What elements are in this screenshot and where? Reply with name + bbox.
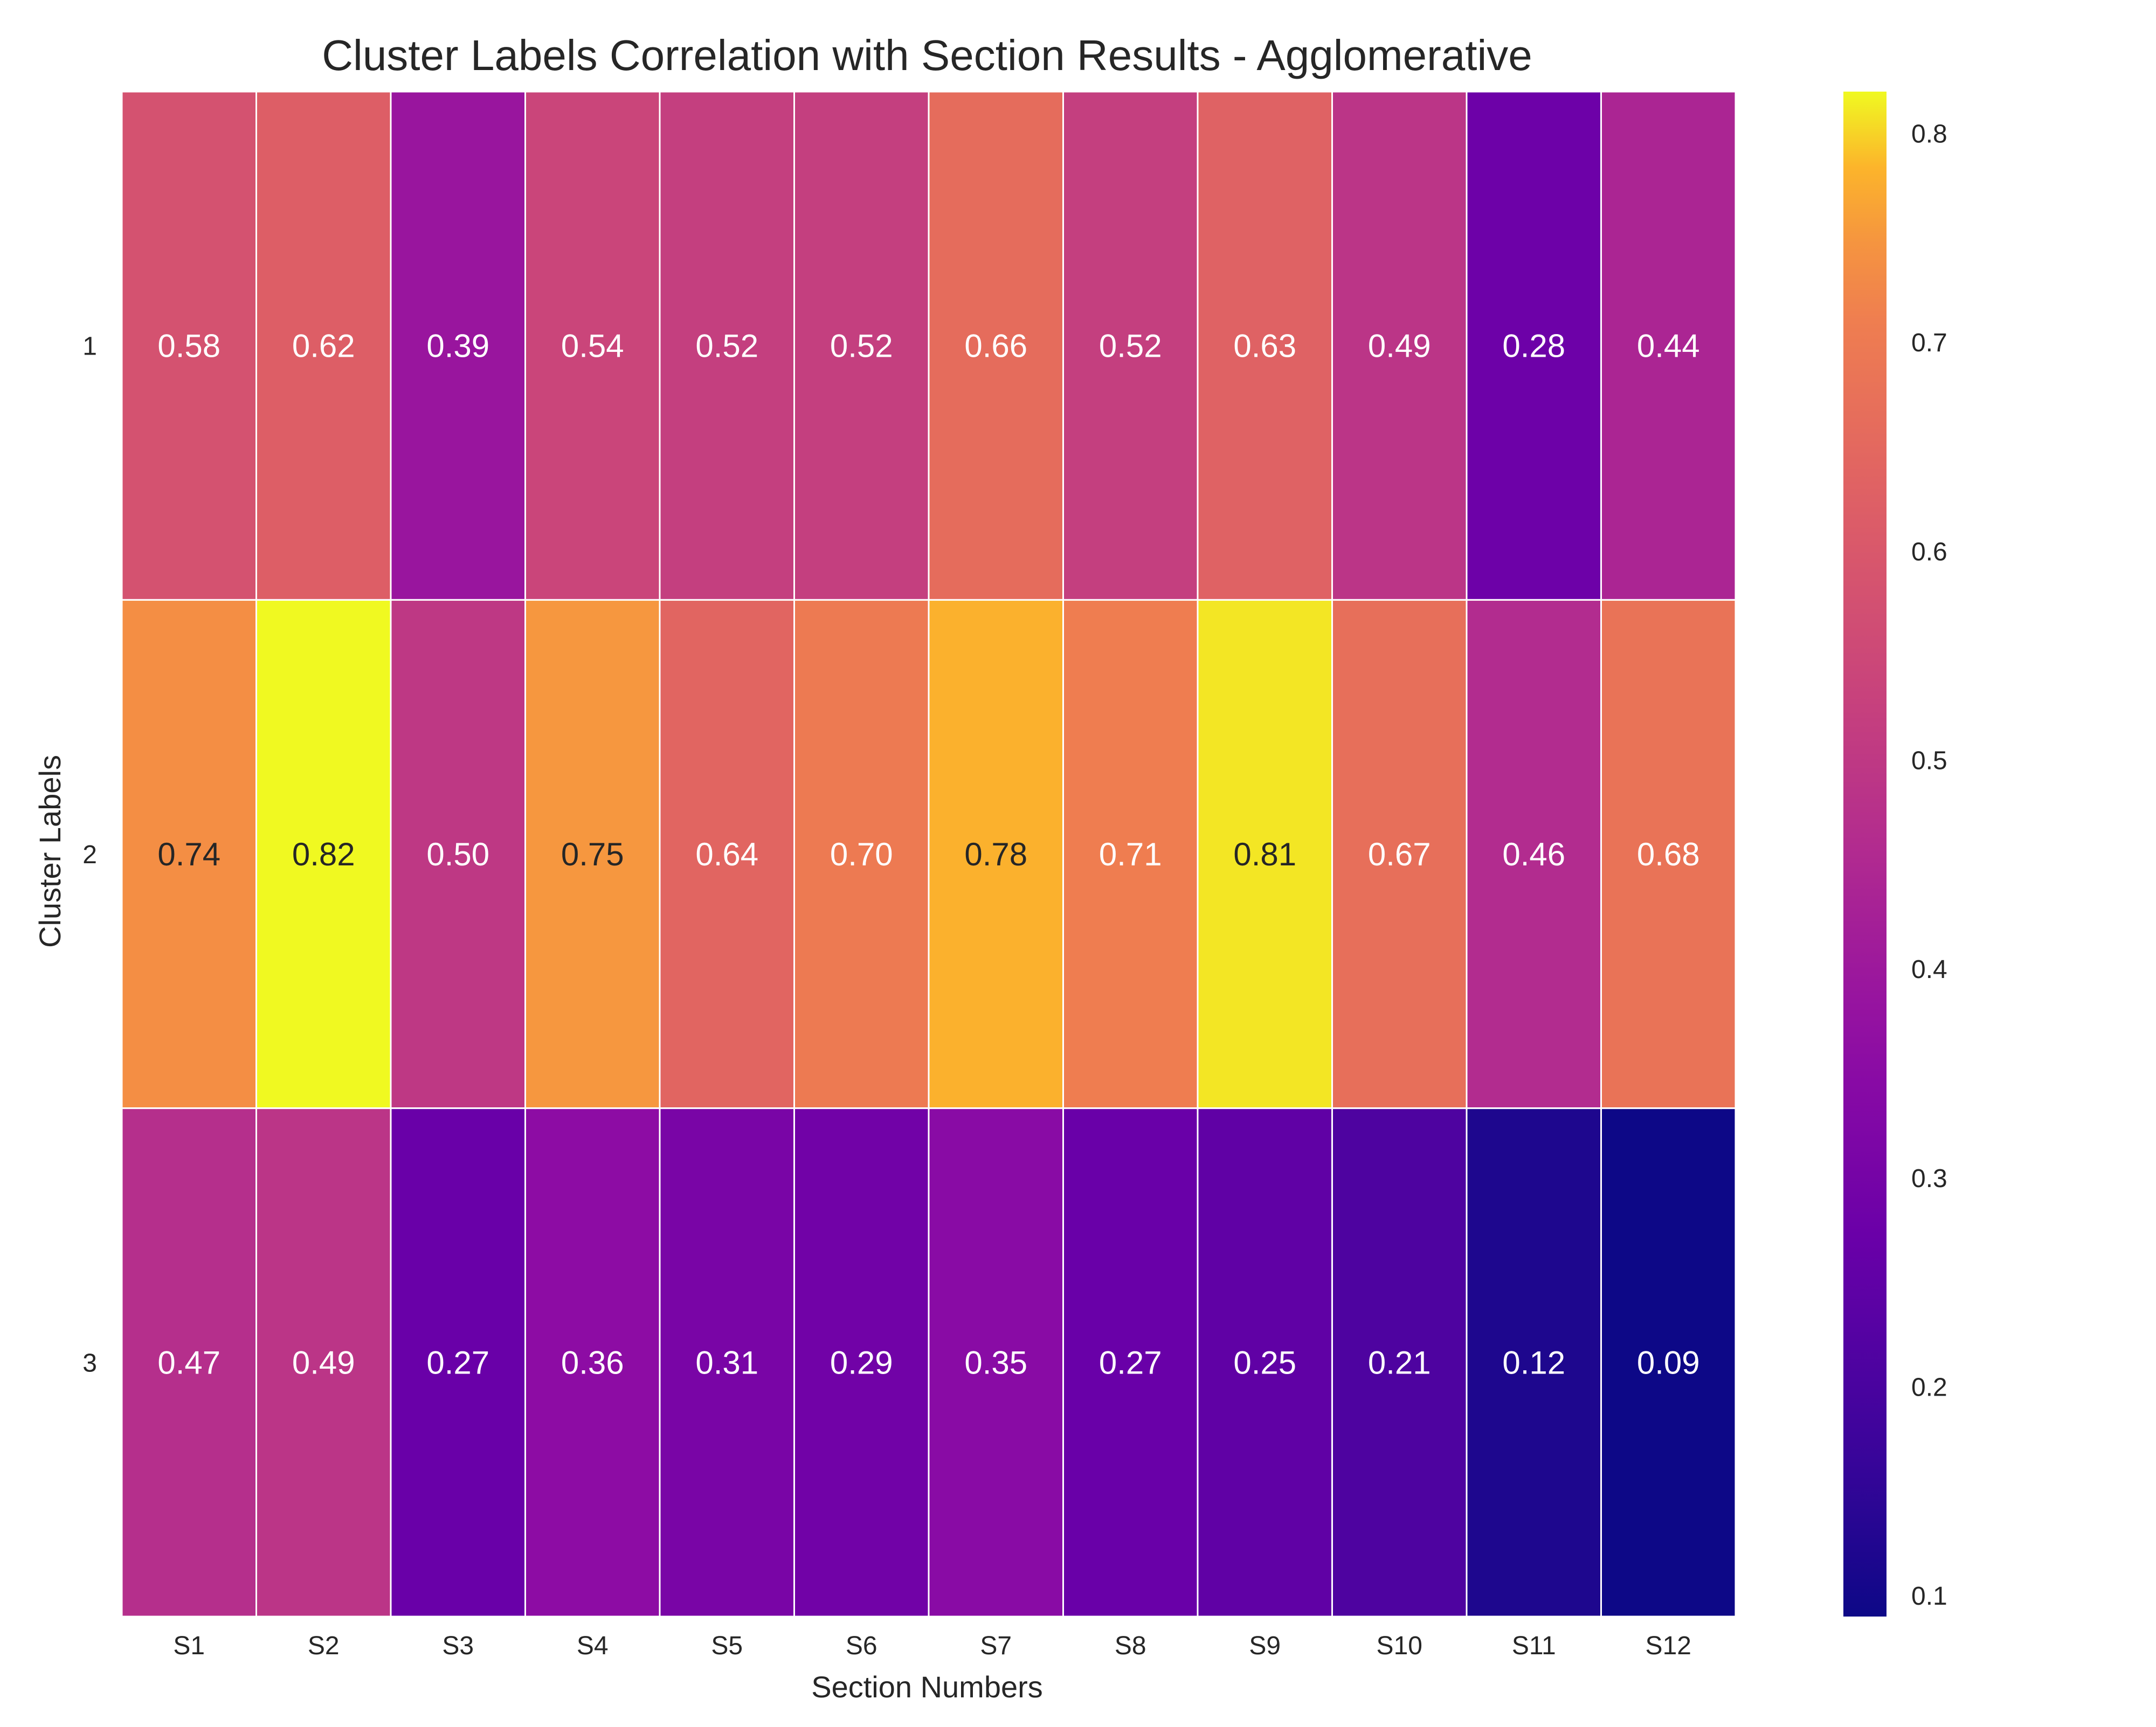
y-tick-label: 3 (82, 1349, 97, 1377)
cell-value-label: 0.71 (1099, 836, 1162, 872)
cell-value-label: 0.52 (1099, 328, 1162, 364)
y-axis-ticks: 1 2 3 (82, 332, 97, 1378)
heatmap-cell (524, 91, 661, 601)
colorbar-tick-label: 0.4 (1911, 955, 1947, 984)
heatmap-cell (121, 1107, 257, 1618)
heatmap-cell (659, 1107, 795, 1618)
cell-value-label: 0.58 (157, 328, 220, 364)
chart-title: Cluster Labels Correlation with Section … (322, 31, 1532, 79)
heatmap-cell (793, 599, 930, 1109)
heatmap-cell-labels: 0.58 0.62 0.39 0.54 0.52 0.52 0.66 0.52 0.63 0.49… (157, 328, 1699, 1381)
y-tick-label: 1 (82, 332, 97, 361)
heatmap-cell (1600, 91, 1737, 601)
colorbar-tick-label: 0.3 (1911, 1164, 1947, 1193)
x-tick-label: S2 (308, 1632, 340, 1660)
heatmap-cell (121, 91, 257, 601)
cell-value-label: 0.12 (1502, 1344, 1565, 1381)
heatmap-cell (255, 599, 392, 1109)
heatmap-cell (1466, 1107, 1602, 1618)
cell-value-label: 0.27 (426, 1344, 489, 1381)
colorbar (1843, 92, 1887, 1617)
cell-value-label: 0.81 (1233, 836, 1296, 872)
heatmap-cell (1466, 599, 1602, 1109)
cell-value-label: 0.78 (964, 836, 1027, 872)
heatmap-cell (1600, 599, 1737, 1109)
heatmap-cell (1197, 599, 1333, 1109)
cell-value-label: 0.66 (964, 328, 1027, 364)
x-axis-label: Section Numbers (811, 1670, 1043, 1704)
heatmap-cell (659, 91, 795, 601)
cell-value-label: 0.39 (426, 328, 489, 364)
colorbar-tick-label: 0.8 (1911, 120, 1947, 149)
cell-value-label: 0.68 (1637, 836, 1700, 872)
colorbar-tick-label: 0.1 (1911, 1582, 1947, 1611)
cell-value-label: 0.54 (561, 328, 624, 364)
cell-value-label: 0.75 (561, 836, 624, 872)
heatmap-cell (928, 599, 1064, 1109)
cell-value-label: 0.46 (1502, 836, 1565, 872)
cell-value-label: 0.49 (1368, 328, 1431, 364)
cell-value-label: 0.29 (830, 1344, 893, 1381)
cell-value-label: 0.52 (830, 328, 893, 364)
cell-value-label: 0.09 (1637, 1344, 1700, 1381)
x-tick-label: S4 (577, 1632, 609, 1660)
cell-value-label: 0.36 (561, 1344, 624, 1381)
heatmap-cell (390, 599, 526, 1109)
cell-value-label: 0.28 (1502, 328, 1565, 364)
x-tick-label: S9 (1249, 1632, 1281, 1660)
cell-value-label: 0.50 (426, 836, 489, 872)
heatmap-cell (1331, 599, 1468, 1109)
heatmap-cell (1062, 599, 1199, 1109)
x-tick-label: S1 (173, 1632, 205, 1660)
cell-value-label: 0.67 (1368, 836, 1431, 872)
cell-value-label: 0.74 (157, 836, 220, 872)
heatmap-cell (390, 1107, 526, 1618)
cell-value-label: 0.49 (292, 1344, 355, 1381)
cell-value-label: 0.70 (830, 836, 893, 872)
heatmap-cells (121, 91, 1737, 1618)
heatmap-cell (1331, 1107, 1468, 1618)
heatmap-cell (928, 1107, 1064, 1618)
colorbar-tick-label: 0.5 (1911, 747, 1947, 775)
x-tick-label: S12 (1646, 1632, 1691, 1660)
cell-value-label: 0.47 (157, 1344, 220, 1381)
heatmap-cell (524, 1107, 661, 1618)
cell-value-label: 0.62 (292, 328, 355, 364)
x-tick-label: S11 (1512, 1632, 1556, 1660)
cell-value-label: 0.52 (695, 328, 758, 364)
heatmap-cell (255, 91, 392, 601)
heatmap-cell (1600, 1107, 1737, 1618)
heatmap-cell (390, 91, 526, 601)
cell-value-label: 0.25 (1233, 1344, 1296, 1381)
cell-value-label: 0.35 (964, 1344, 1027, 1381)
colorbar-tick-label: 0.2 (1911, 1374, 1947, 1402)
x-tick-label: S7 (980, 1632, 1012, 1660)
x-tick-label: S6 (846, 1632, 877, 1660)
heatmap-cell (1331, 91, 1468, 601)
heatmap-cell (121, 599, 257, 1109)
x-tick-label: S10 (1377, 1632, 1422, 1660)
colorbar-ticks: 0.1 0.2 0.3 0.4 0.5 0.6 0.7 0.8 (1911, 120, 1947, 1611)
y-tick-label: 2 (82, 841, 97, 869)
x-tick-label: S8 (1115, 1632, 1146, 1660)
x-tick-label: S5 (711, 1632, 743, 1660)
heatmap-cell (1062, 91, 1199, 601)
cell-value-label: 0.44 (1637, 328, 1700, 364)
cell-value-label: 0.63 (1233, 328, 1296, 364)
cell-value-label: 0.31 (695, 1344, 758, 1381)
heatmap-cell (524, 599, 661, 1109)
heatmap-cell (659, 599, 795, 1109)
colorbar-tick-label: 0.6 (1911, 538, 1947, 566)
cell-value-label: 0.82 (292, 836, 355, 872)
cell-value-label: 0.27 (1099, 1344, 1162, 1381)
colorbar-tick-label: 0.7 (1911, 329, 1947, 357)
cell-value-label: 0.64 (695, 836, 758, 872)
x-tick-label: S3 (442, 1632, 474, 1660)
cell-value-label: 0.21 (1368, 1344, 1431, 1381)
heatmap-cell (793, 91, 930, 601)
x-axis-ticks: S1 S2 S3 S4 S5 S6 S7 S8 S9 S10 S11 S12 (173, 1632, 1691, 1660)
y-axis-label: Cluster Labels (33, 755, 67, 948)
